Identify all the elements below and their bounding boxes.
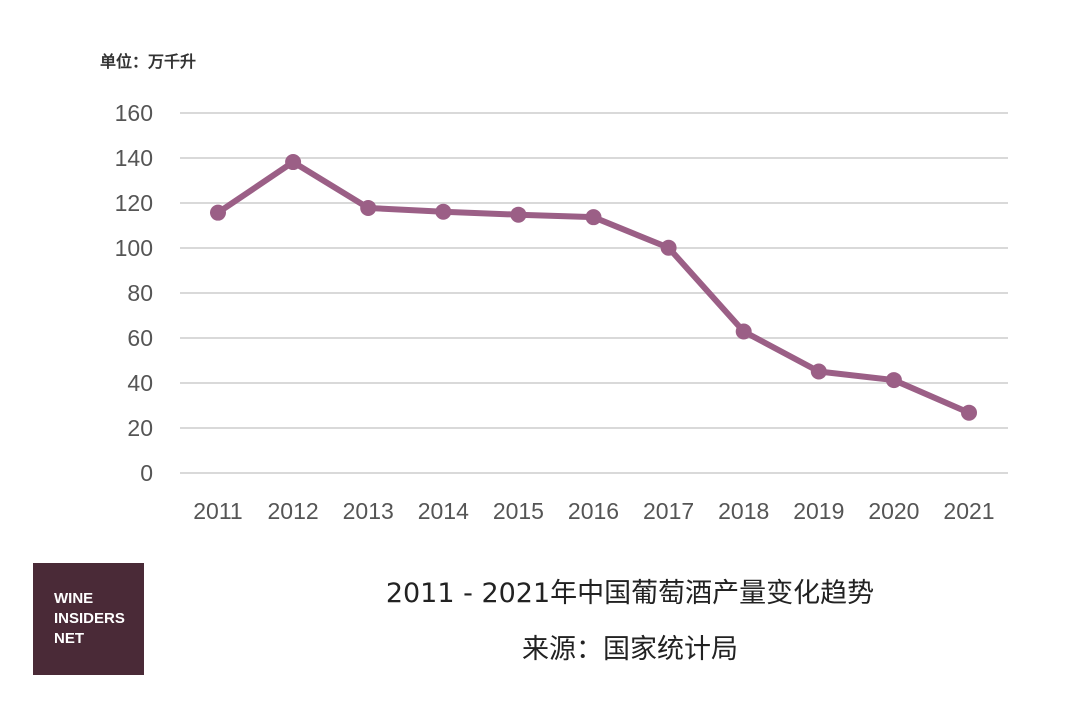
x-tick-label: 2014 [418,498,469,524]
y-tick-label: 100 [115,235,153,261]
x-tick-label: 2017 [643,498,694,524]
y-tick-label: 40 [127,370,153,396]
y-tick-label: 0 [140,460,153,486]
data-point-2014 [435,203,452,220]
y-tick-label: 160 [115,100,153,126]
x-tick-label: 2021 [943,498,994,524]
x-tick-label: 2018 [718,498,769,524]
data-point-2011 [210,204,226,221]
x-tick-label: 2020 [868,498,919,524]
series-production [210,154,977,421]
data-point-2019 [810,363,827,380]
x-axis-ticks: 2011 2012 2013 2014 2015 2016 2017 2018 2019 2020… [193,498,994,524]
y-tick-label: 140 [115,145,153,171]
gridlines [180,112,1008,474]
data-point-2018 [735,323,752,340]
x-tick-label: 2013 [343,498,394,524]
x-tick-label: 2012 [268,498,319,524]
data-point-2021 [961,404,977,421]
x-tick-label: 2016 [568,498,619,524]
x-tick-label: 2011 [193,498,242,524]
data-point-2020 [885,372,902,389]
data-point-2013 [360,199,377,216]
series-line [215,159,972,416]
y-tick-label: 60 [127,325,153,351]
logo-line-1: WINE [54,590,94,607]
data-point-2017 [660,239,677,256]
data-point-2016 [585,209,602,226]
data-point-2012 [285,154,302,171]
x-tick-label: 2019 [793,498,844,524]
y-tick-label: 80 [127,280,153,306]
x-tick-label: 2015 [493,498,544,524]
wine-insiders-logo: WINE INSIDERS NET [33,563,144,675]
data-point-2015 [510,206,527,223]
y-tick-label: 20 [127,415,153,441]
unit-label: 单位：万千升 [100,52,197,71]
logo-line-2: INSIDERS [54,610,125,627]
logo-line-3: NET [54,630,84,647]
y-tick-label: 120 [115,190,153,216]
chart-title: 2011 - 2021年中国葡萄酒产量变化趋势 [385,578,875,609]
y-axis-ticks: 0 20 40 60 80 100 120 140 160 [115,100,153,486]
chart-source: 来源：国家统计局 [522,634,738,665]
